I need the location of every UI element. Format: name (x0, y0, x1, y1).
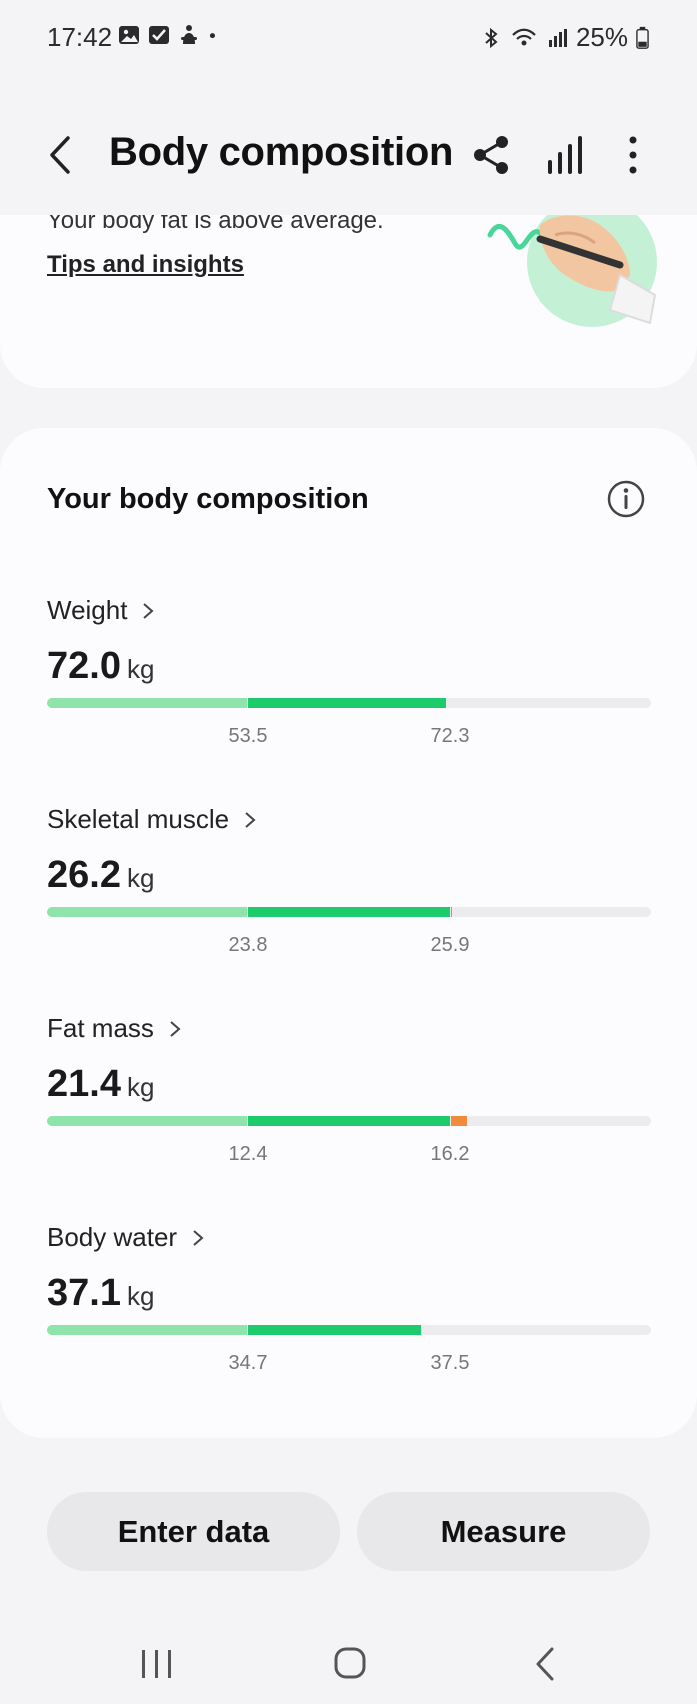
metric-fat-mass: Fat mass 21.4 kg 12.4 16.2 (47, 1013, 651, 1173)
checkbox-icon (149, 26, 169, 44)
metric-unit: kg (126, 1281, 155, 1311)
metric-body-water: Body water 37.1 kg 34.7 37.5 (47, 1222, 651, 1382)
chevron-right-icon (170, 1020, 181, 1037)
range-low-value: 53.5 (228, 725, 268, 747)
range-high-value: 37.5 (430, 1352, 470, 1374)
bluetooth-icon (485, 27, 498, 48)
metric-number: 21.4 (47, 1063, 121, 1105)
app-header: Body composition (0, 110, 697, 200)
tips-text: Your body fat is above average. (47, 215, 384, 234)
bar-segment-normal (248, 1325, 421, 1335)
signal-icon (548, 28, 567, 47)
metric-label: Body water (47, 1222, 178, 1252)
info-icon[interactable] (605, 478, 647, 520)
metric-number: 72.0 (47, 645, 121, 687)
metric-label: Fat mass (47, 1013, 154, 1043)
bar-segment-low (47, 698, 247, 708)
range-bar (47, 1325, 651, 1335)
metric-label-link[interactable]: Skeletal muscle (47, 804, 257, 835)
page-title: Body composition (109, 130, 454, 174)
metric-label: Weight (47, 595, 128, 625)
wifi-icon (512, 28, 536, 45)
range-high-value: 16.2 (430, 1143, 470, 1165)
metric-label-link[interactable]: Body water (47, 1222, 205, 1253)
composition-title: Your body composition (47, 483, 369, 515)
chevron-right-icon (245, 811, 256, 828)
bar-segment-low (47, 1116, 247, 1126)
range-high-value: 25.9 (430, 934, 470, 956)
metric-unit: kg (126, 654, 155, 684)
accessibility-icon (181, 25, 197, 44)
dot-icon (209, 33, 215, 39)
metric-value: 72.0 kg (47, 645, 154, 688)
chevron-right-icon (143, 602, 154, 619)
recent-apps-icon[interactable] (126, 1644, 186, 1684)
range-bar (47, 698, 651, 708)
status-bar: 17:42 (0, 0, 697, 76)
bar-segment-normal (248, 698, 446, 708)
range-bar (47, 907, 651, 917)
metric-skeletal-muscle: Skeletal muscle 26.2 kg 23.8 25.9 (47, 804, 651, 964)
measure-button[interactable]: Measure (357, 1492, 650, 1571)
tips-card: Your body fat is above average. Tips and… (0, 215, 697, 388)
battery-icon (636, 26, 649, 49)
bar-segment-normal (248, 907, 450, 917)
metric-value: 26.2 kg (47, 854, 154, 897)
metric-value: 21.4 kg (47, 1063, 154, 1106)
metric-unit: kg (126, 863, 155, 893)
bar-segment-normal (248, 1116, 450, 1126)
system-icons: 25% (480, 22, 649, 53)
range-low-value: 12.4 (228, 1143, 268, 1165)
metric-number: 37.1 (47, 1272, 121, 1314)
more-options-icon[interactable] (610, 132, 656, 178)
metric-unit: kg (126, 1072, 155, 1102)
tips-and-insights-link[interactable]: Tips and insights (47, 251, 244, 278)
metric-weight: Weight 72.0 kg 53.5 72.3 (47, 595, 651, 755)
range-bar (47, 1116, 651, 1126)
status-time: 17:42 (47, 22, 113, 52)
notification-icons (118, 24, 222, 46)
home-icon[interactable] (320, 1644, 380, 1684)
battery-percent: 25% (575, 22, 628, 52)
metric-value: 37.1 kg (47, 1272, 154, 1315)
back-arrow-icon[interactable] (40, 130, 80, 180)
chart-icon[interactable] (542, 132, 588, 178)
enter-data-button[interactable]: Enter data (47, 1492, 340, 1571)
bar-segment-low (47, 1325, 247, 1335)
range-low-value: 34.7 (228, 1352, 268, 1374)
metric-label: Skeletal muscle (47, 804, 230, 834)
gallery-icon (119, 26, 139, 44)
body-composition-card: Your body composition Weight 72.0 kg 53.5… (0, 428, 697, 1438)
metric-label-link[interactable]: Weight (47, 595, 155, 626)
bar-segment-low (47, 907, 247, 917)
bar-segment-high (451, 1116, 467, 1126)
chevron-right-icon (193, 1229, 204, 1246)
range-low-value: 23.8 (228, 934, 268, 956)
system-nav-bar (0, 1620, 697, 1704)
metric-label-link[interactable]: Fat mass (47, 1013, 182, 1044)
bar-segment-high (451, 907, 452, 917)
share-icon[interactable] (468, 132, 514, 178)
metric-number: 26.2 (47, 854, 121, 896)
range-high-value: 72.3 (430, 725, 470, 747)
nav-back-icon[interactable] (516, 1644, 576, 1684)
writing-hand-illustration (487, 215, 657, 327)
